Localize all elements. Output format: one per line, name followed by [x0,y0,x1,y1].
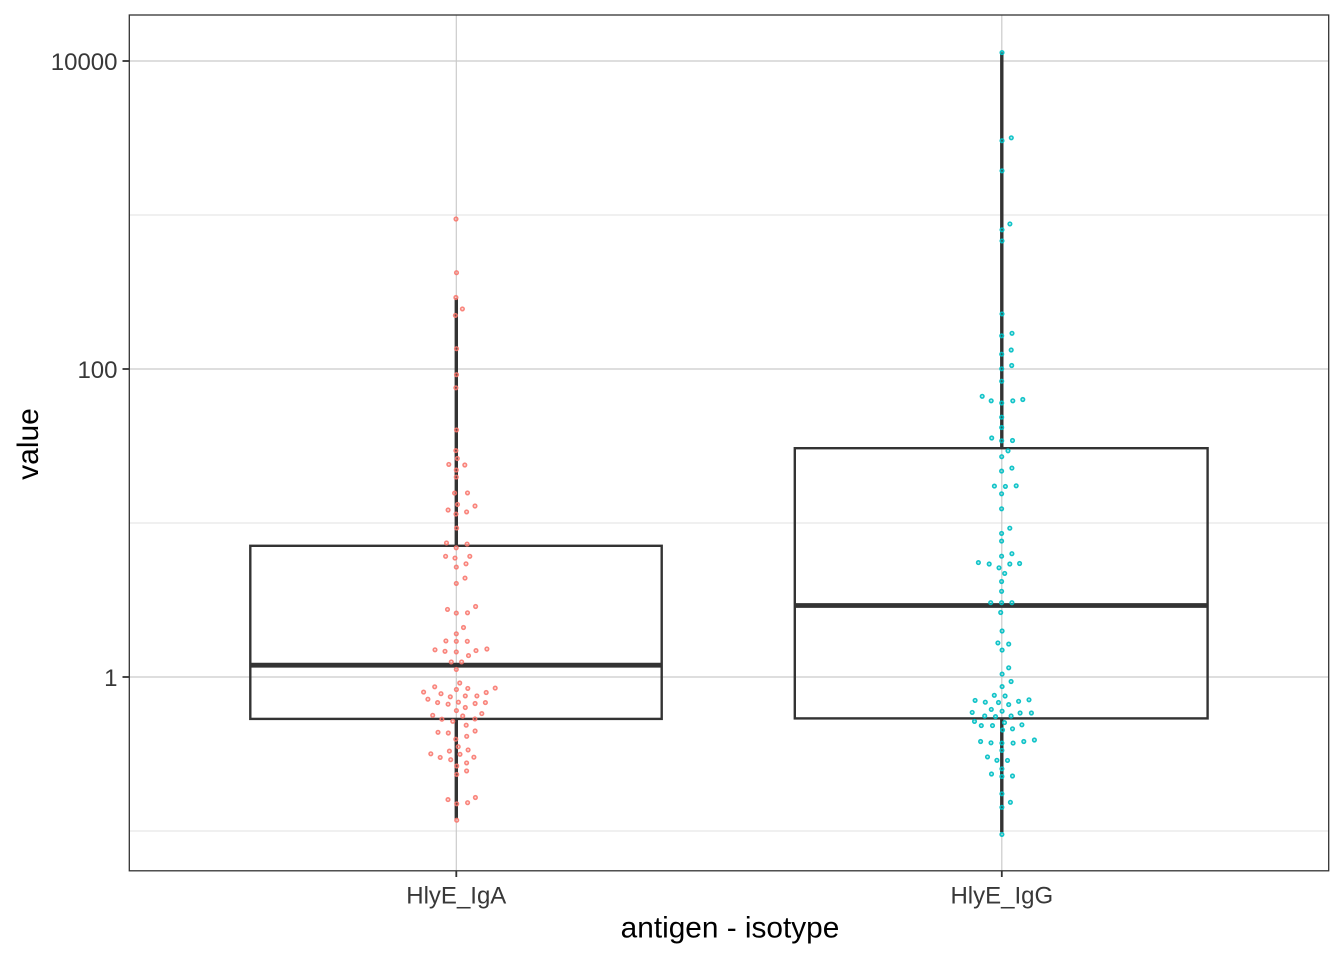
svg-text:1: 1 [104,665,117,692]
svg-text:value: value [12,408,45,480]
svg-text:100: 100 [77,357,117,384]
svg-text:HlyE_IgG: HlyE_IgG [950,883,1053,910]
svg-text:antigen - isotype: antigen - isotype [621,912,840,945]
svg-text:HlyE_IgA: HlyE_IgA [406,883,506,910]
svg-text:10000: 10000 [51,49,118,76]
